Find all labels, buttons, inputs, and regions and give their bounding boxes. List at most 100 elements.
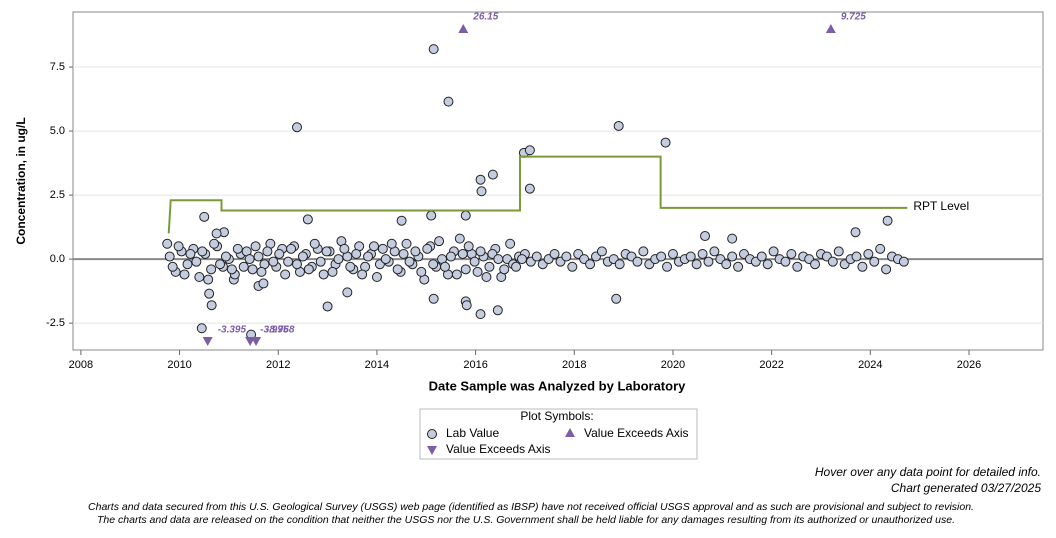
lab-value-point: [327, 266, 338, 277]
lab-value-point: [247, 264, 258, 275]
lab-value-point: [262, 246, 273, 257]
lab-value-point: [206, 300, 217, 311]
lab-value-point: [268, 256, 279, 267]
lab-value-point: [440, 261, 451, 272]
x-tick-label: 2026: [957, 359, 981, 371]
lab-value-point: [463, 241, 474, 252]
y-tick-label: -2.5: [46, 317, 65, 329]
lab-value-point: [291, 122, 302, 133]
lab-value-point: [196, 323, 207, 334]
y-tick-label: 5.0: [50, 125, 65, 137]
lab-value-point: [253, 251, 264, 262]
lab-value-point: [445, 251, 456, 262]
exceed-label: 9.725: [841, 12, 866, 23]
lab-value-point: [656, 251, 667, 262]
x-tick-label: 2014: [365, 359, 389, 371]
lab-value-point: [209, 238, 220, 249]
lab-value-point: [215, 259, 226, 270]
lab-value-point: [380, 254, 391, 265]
lab-value-point: [428, 293, 439, 304]
lab-value-point: [727, 233, 738, 244]
lab-value-point: [484, 261, 495, 272]
exceed-label: -3.395: [218, 325, 247, 336]
x-tick-label: 2016: [463, 359, 487, 371]
lab-value-point: [460, 210, 471, 221]
lab-value-point: [410, 246, 421, 257]
lab-value-point: [280, 269, 291, 280]
lab-value-point: [211, 228, 222, 239]
lab-value-point: [567, 261, 578, 272]
exceed-label: 26.15: [472, 12, 498, 23]
lab-value-point: [638, 246, 649, 257]
lab-value-point: [351, 248, 362, 259]
lab-value-point: [460, 264, 471, 275]
lab-value-point: [206, 264, 217, 275]
exceed-marker: [458, 24, 469, 33]
lab-value-point: [226, 264, 237, 275]
x-tick-label: 2010: [167, 359, 191, 371]
lab-value-point: [792, 261, 803, 272]
lab-value-point: [882, 215, 893, 226]
x-tick-label: 2012: [266, 359, 290, 371]
lab-value-point: [531, 251, 542, 262]
lab-value-point: [780, 256, 791, 267]
lab-value-point: [250, 241, 261, 252]
lab-value-point: [357, 269, 368, 280]
lab-value-point: [286, 243, 297, 254]
lab-value-point: [322, 301, 333, 312]
lab-value-point: [197, 246, 208, 257]
lab-value-point: [396, 215, 407, 226]
lab-value-point: [345, 261, 356, 272]
lab-value-point: [493, 254, 504, 265]
exceed-marker: [825, 24, 836, 33]
lab-value-point: [863, 248, 874, 259]
lab-value-point: [487, 169, 498, 180]
lab-value-point: [611, 293, 622, 304]
legend-symbol: [427, 429, 437, 439]
lab-value-point: [869, 256, 880, 267]
legend-symbol: [565, 428, 575, 437]
lab-value-point: [881, 264, 892, 275]
lab-value-point: [475, 174, 486, 185]
lab-value-point: [632, 256, 643, 267]
lab-value-point: [524, 145, 535, 156]
lab-value-point: [162, 238, 173, 249]
lab-value-point: [274, 248, 285, 259]
lab-value-point: [309, 238, 320, 249]
lab-value-point: [291, 259, 302, 270]
lab-value-point: [549, 248, 560, 259]
lab-value-point: [179, 269, 190, 280]
rpt-line: [167, 155, 908, 234]
lab-value-point: [857, 261, 868, 272]
x-tick-label: 2022: [759, 359, 783, 371]
x-axis-title: Date Sample was Analyzed by Laboratory: [429, 378, 686, 393]
lab-value-point: [398, 248, 409, 259]
lab-value-point: [244, 254, 255, 265]
lab-value-point: [667, 248, 678, 259]
lab-value-point: [476, 186, 487, 197]
y-tick-label: 0.0: [50, 253, 65, 265]
lab-value-point: [426, 210, 437, 221]
lab-value-point: [898, 256, 909, 267]
line-label: RPT Level: [913, 199, 969, 213]
lab-value-point: [850, 227, 861, 238]
lab-value-point: [472, 266, 483, 277]
exceed-label: -8.768: [266, 325, 295, 336]
lab-value-point: [256, 266, 267, 277]
lab-value-point: [613, 120, 624, 131]
lab-value-point: [454, 233, 465, 244]
lab-value-point: [851, 251, 862, 262]
lab-value-point: [443, 96, 454, 107]
y-tick-label: 2.5: [50, 189, 65, 201]
lab-value-point: [321, 246, 332, 257]
lab-value-point: [703, 256, 714, 267]
lab-value-point: [303, 264, 314, 275]
lab-value-point: [733, 261, 744, 272]
lab-value-point: [283, 256, 294, 267]
exceed-marker: [251, 337, 262, 346]
lab-value-point: [786, 248, 797, 259]
lab-value-point: [173, 241, 184, 252]
note: Hover over any data point for detailed i…: [815, 465, 1041, 479]
lab-value-point: [524, 183, 535, 194]
lab-value-point: [204, 288, 215, 299]
